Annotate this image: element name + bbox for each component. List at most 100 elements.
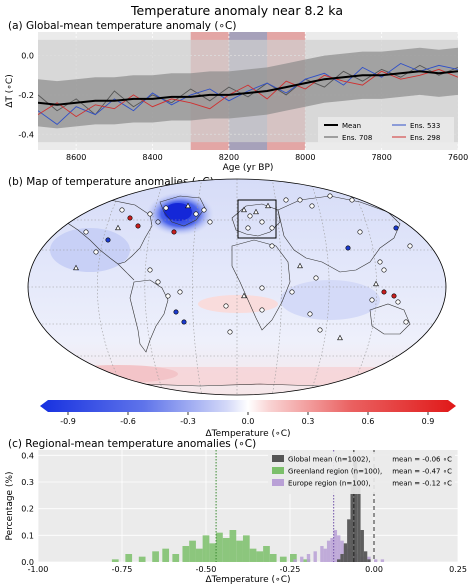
panel-c-legend-label: Greenland region (n=100),: [288, 468, 382, 476]
panel-c-histogram-bar: [256, 551, 264, 562]
map-proxy-site: [177, 289, 183, 295]
map-proxy-site-triangle: [241, 206, 247, 213]
map-proxy-site: [393, 225, 399, 231]
map-proxy-site: [171, 229, 177, 235]
panel-c-histogram-bar: [333, 530, 338, 562]
map-proxy-site: [403, 319, 409, 325]
panel-c-histogram-bar: [330, 538, 334, 562]
panel-a-ylabel: ΔT (∘C): [5, 74, 15, 107]
colorbar-label: ΔTemperature (∘C): [206, 429, 291, 439]
panel-c-histogram-bar: [202, 535, 210, 562]
panel-c-histogram-bar: [360, 530, 364, 562]
panel-c-legend-label: Global mean (n=1002),: [288, 456, 370, 464]
central-america-outline: [117, 263, 135, 281]
panel-a-x-tick-label: 7600: [448, 153, 468, 162]
map-cold-patch-indian: [280, 280, 380, 320]
australia-outline: [369, 303, 411, 335]
map-proxy-site-triangle: [73, 264, 79, 271]
panel-c-histogram-bar: [343, 543, 348, 562]
panel-c-histogram-bar: [138, 556, 146, 562]
panel-c-legend-swatch: [272, 479, 284, 486]
map-proxy-site: [165, 293, 171, 299]
panel-a-x-tick-label: 8600: [66, 153, 86, 162]
map-proxy-site-triangle: [337, 334, 343, 341]
panel-c-x-tick-label: -0.50: [196, 565, 217, 574]
map-proxy-site: [207, 219, 213, 225]
panel-c-y-tick-label: 0.3: [21, 478, 34, 487]
panel-c-histogram-bar: [357, 482, 361, 562]
map-proxy-site: [391, 293, 397, 299]
panel-c-histogram-bar: [340, 540, 344, 562]
panel-c-legend-mean: mean = -0.12 ∘C: [392, 480, 452, 488]
panel-c-regional-histogram: (c) Regional-mean temperature anomalies …: [5, 438, 467, 585]
map-proxy-site: [259, 219, 265, 225]
colorbar-tick-label: -0.6: [120, 417, 136, 426]
map-cold-patch-pacific: [50, 228, 130, 272]
panel-c-x-tick-label: -0.25: [280, 565, 301, 574]
panel-a-global-mean-chart: (a) Global-mean temperature anomaly (∘C)…: [5, 20, 468, 173]
panel-c-y-tick-label: 0.1: [21, 531, 34, 540]
panel-c-legend-swatch: [272, 467, 284, 474]
map-longitude-gridline: [192, 179, 203, 395]
panel-a-y-tick-label: -0.2: [18, 91, 34, 100]
map-proxy-site: [313, 275, 319, 281]
panel-c-ylabel: Percentage (%): [5, 471, 15, 540]
map-proxy-site-triangle: [297, 262, 303, 269]
panel-c-histogram-bar: [182, 546, 190, 562]
map-proxy-site: [369, 297, 375, 303]
panel-c-histogram-bar: [229, 530, 237, 562]
panel-a-x-tick-label: 8400: [142, 153, 162, 162]
map-proxy-site: [173, 309, 179, 315]
colorbar-bar: [40, 400, 456, 412]
north-america-outline: [59, 199, 153, 265]
panel-b-title: (b) Map of temperature anomalies (∘C): [8, 176, 214, 188]
map-proxy-site: [395, 299, 401, 305]
europe-region-box: [237, 199, 277, 239]
map-proxy-site: [259, 285, 265, 291]
panel-c-histogram-bar: [337, 559, 341, 562]
panel-c-xlabel: ΔTemperature (∘C): [206, 575, 291, 585]
panel-c-histogram-bar: [269, 554, 277, 562]
panel-c-histogram-bar: [350, 484, 354, 562]
panel-c-histogram-bar: [222, 538, 230, 562]
asia-outline: [277, 195, 401, 273]
panel-a-series-line-mean: [38, 70, 458, 106]
panel-c-histogram-bar: [313, 551, 317, 562]
africa-outline: [231, 239, 291, 331]
map-longitude-gridline: [271, 179, 282, 395]
map-proxy-site: [357, 229, 363, 235]
map-proxy-site: [147, 211, 153, 217]
map-proxy-site: [381, 289, 387, 295]
greenland-outline: [159, 195, 206, 227]
colorbar-tick-label: -0.3: [180, 417, 196, 426]
panel-c-histogram-bar: [263, 546, 270, 562]
map-proxy-site: [181, 319, 187, 325]
colorbar-tick-label: -0.9: [60, 417, 76, 426]
map-proxy-site-triangle: [253, 208, 259, 215]
panel-c-legend-swatch: [272, 455, 284, 462]
map-proxy-site: [309, 203, 315, 209]
panel-c-legend-mean: mean = -0.47 ∘C: [392, 468, 452, 476]
panel-c-legend-label: Europe region (n=100),: [288, 480, 371, 488]
panel-c-histogram-bar: [363, 551, 368, 562]
panel-a-legend-label: Ens. 708: [342, 134, 372, 142]
panel-c-x-tick-label: 0.25: [449, 565, 467, 574]
panel-a-y-tick-label: 0.0: [21, 52, 34, 61]
panel-c-histogram-bar: [279, 556, 287, 562]
map-proxy-site: [297, 197, 303, 203]
panel-a-x-tick-label: 7800: [371, 153, 391, 162]
panel-c-histogram-bar: [300, 556, 304, 562]
map-proxy-site: [269, 243, 275, 249]
colorbar-tick-label: 0.3: [302, 417, 315, 426]
map-proxy-site: [317, 327, 323, 333]
colorbar-tick-label: 0.6: [362, 417, 375, 426]
map-proxy-site: [377, 259, 383, 265]
map-longitude-gridline: [97, 179, 128, 395]
map-proxy-site-triangle: [241, 292, 247, 299]
panel-c-x-tick-label: -1.00: [28, 565, 49, 574]
panel-a-legend-label: Mean: [342, 122, 361, 130]
colorbar: -0.9 -0.6 -0.3 0.0 0.3 0.6 0.9 ΔTemperature (∘…: [40, 400, 456, 439]
panel-c-histogram-bar: [195, 548, 203, 562]
panel-a-series-line-ensemble: [38, 64, 458, 116]
map-cold-greenland-core: [164, 203, 192, 221]
